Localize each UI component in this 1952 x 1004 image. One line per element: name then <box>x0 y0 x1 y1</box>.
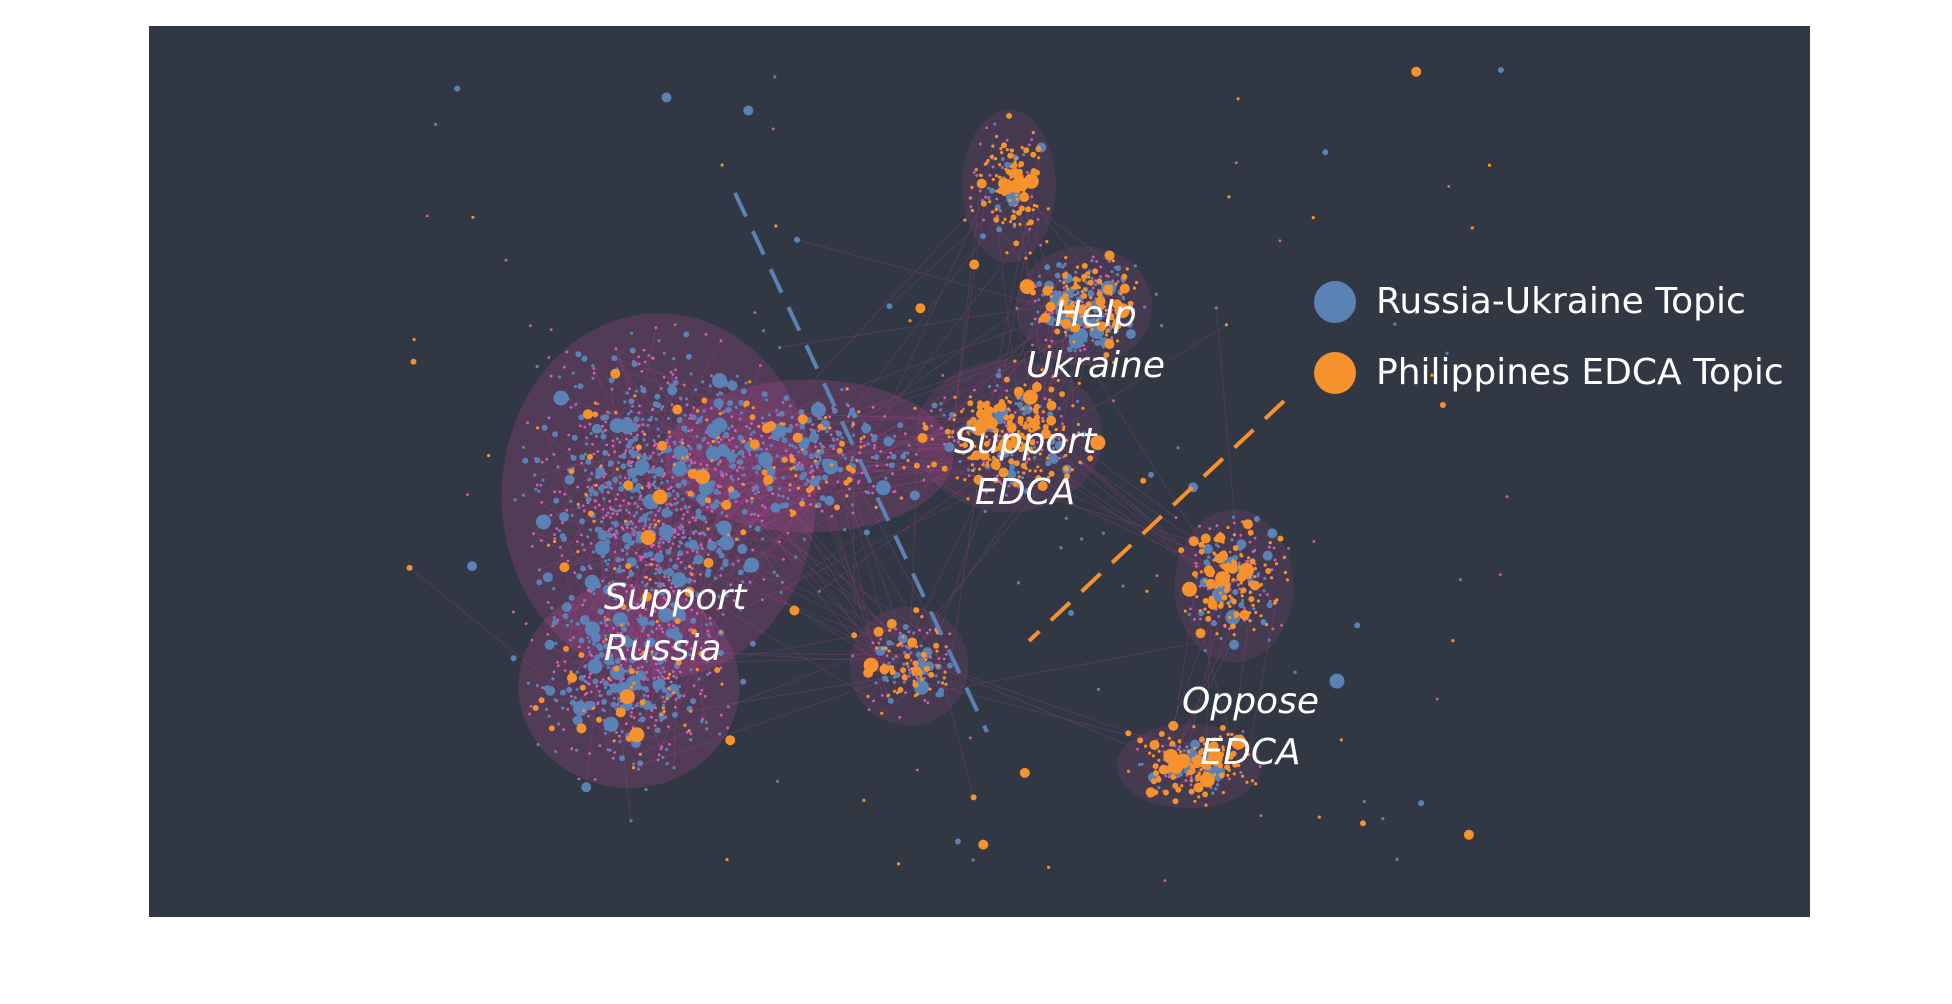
legend: Russia-Ukraine Topic Philippines EDCA To… <box>1314 266 1784 408</box>
cluster-haze <box>501 109 1294 809</box>
legend-item-russia-ukraine: Russia-Ukraine Topic <box>1314 266 1784 337</box>
russia-ukraine-node-dots <box>433 67 1504 862</box>
legend-label-russia-ukraine: Russia-Ukraine Topic <box>1376 281 1746 322</box>
legend-label-philippines-edca: Philippines EDCA Topic <box>1376 352 1784 393</box>
network-panel: Help Ukraine Support EDCA Support Russia… <box>149 26 1810 917</box>
cluster-label-support-edca: Support EDCA <box>954 421 1097 513</box>
edca-divider-line <box>1027 399 1286 643</box>
cluster-label-oppose-edca: Oppose EDCA <box>1182 681 1319 773</box>
cluster-label-help-ukraine: Help Ukraine <box>1026 294 1166 386</box>
network-nodes <box>406 66 1509 882</box>
cluster-label-support-russia: Support Russia <box>604 577 747 669</box>
network-graph <box>406 66 1509 882</box>
legend-swatch-russia-ukraine <box>1314 280 1356 323</box>
russia-ukraine-divider-line <box>733 192 989 733</box>
legend-swatch-philippines-edca <box>1314 351 1356 394</box>
legend-item-philippines-edca: Philippines EDCA Topic <box>1314 337 1784 408</box>
